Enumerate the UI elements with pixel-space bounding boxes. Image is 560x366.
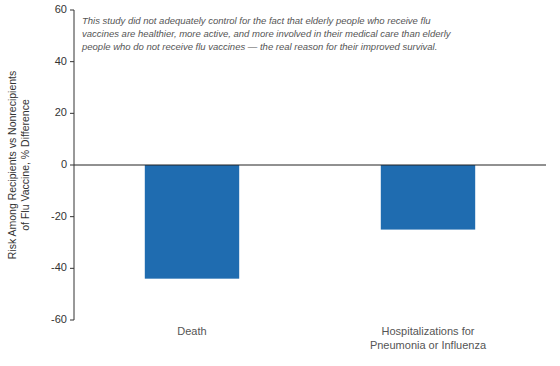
text-line: Hospitalizations for <box>382 325 475 337</box>
text-line: vaccines are healthier, more active, and… <box>82 28 452 39</box>
y-tick <box>70 165 74 166</box>
y-tick <box>70 216 74 217</box>
text-line: Pneumonia or Influenza <box>370 339 487 351</box>
text-line: Death <box>177 325 206 337</box>
y-axis: -60 -40 -20 0 20 40 60 <box>51 3 74 325</box>
y-tick-label: -20 <box>51 210 67 222</box>
bar <box>381 165 475 230</box>
text-line: people who do not receive flu vaccines —… <box>81 41 437 52</box>
y-axis-label: Risk Among Recipients vs Nonrecipientsof… <box>6 71 31 260</box>
category-label: Hospitalizations for Pneumonia or Influen… <box>370 325 487 351</box>
y-tick-label: 40 <box>55 55 67 67</box>
y-tick-label: -40 <box>51 261 67 273</box>
y-tick <box>70 10 74 11</box>
y-tick-label: 0 <box>61 158 67 170</box>
chart-svg: -60 -40 -20 0 20 40 60 Risk Among Recipients vs… <box>0 0 560 366</box>
text-line: This study did not adequately control fo… <box>82 15 431 26</box>
zero-line <box>74 165 546 166</box>
annotation: This study did not adequately control fo… <box>81 15 452 52</box>
y-tick <box>70 320 74 321</box>
y-tick <box>70 113 74 114</box>
text-line: of Flu Vaccine, % Difference <box>19 99 31 231</box>
y-tick <box>70 268 74 269</box>
y-tick <box>70 61 74 62</box>
y-tick-label: 20 <box>55 106 67 118</box>
y-tick-label: 60 <box>55 3 67 15</box>
category-label: Death <box>177 325 206 337</box>
bar <box>145 165 239 279</box>
chart-container: -60 -40 -20 0 20 40 60 Risk Among Recipients vs… <box>0 0 560 366</box>
bars <box>145 165 475 279</box>
text-line: Risk Among Recipients vs Nonrecipients <box>6 71 18 260</box>
y-tick-label: -60 <box>51 313 67 325</box>
